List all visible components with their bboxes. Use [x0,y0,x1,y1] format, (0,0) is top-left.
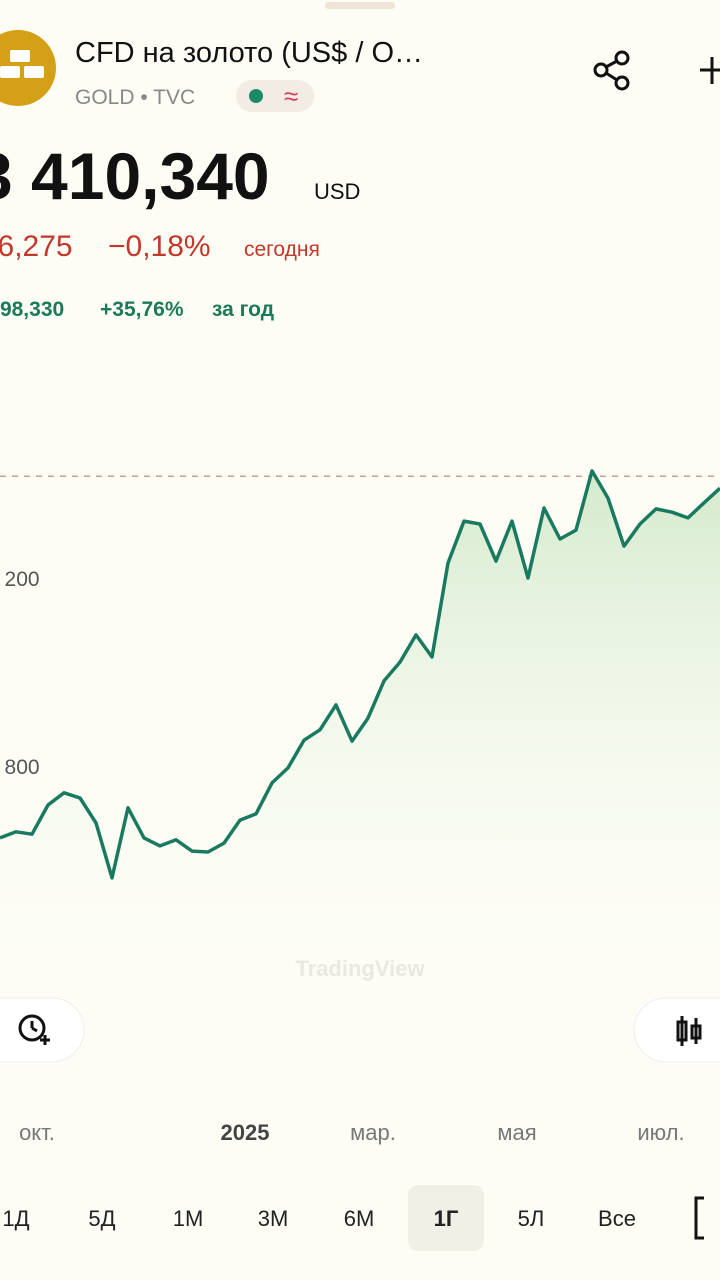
timeframe-button[interactable]: Все [598,1206,636,1231]
candles-icon [676,1016,702,1046]
x-tick-label: окт. [19,1120,55,1145]
alert-icon [18,1014,50,1045]
timeframe-button[interactable]: 6М [344,1206,375,1231]
x-tick-label: 2025 [221,1120,270,1145]
timeframe-button[interactable]: 1Д [2,1206,29,1231]
x-tick-label: мар. [350,1120,396,1145]
price: 3 410,340 [0,139,270,213]
x-tick-label: мая [497,1120,536,1145]
status-pill [236,80,314,112]
x-tick-label: июл. [637,1120,684,1145]
timeframe-button[interactable]: 1М [173,1206,204,1231]
title: CFD на золото (US$ / O… [75,37,423,69]
year-change: +898,330 [0,298,64,321]
share-button[interactable] [593,50,630,91]
timeframe-button[interactable]: 5Д [88,1206,115,1231]
market-dot [249,89,263,103]
timeframes: 1Д 5Д 1М 3М 6М 1Г 5Л Все [2,1206,636,1231]
day-change-pct: −0,18% [108,230,211,263]
drag-handle [325,2,395,9]
y-tick-label: 2 800 [0,756,40,779]
subtitle: GOLD • TVC [75,86,195,109]
add-button[interactable] [700,57,720,84]
timeframe-button[interactable]: 5Л [518,1206,545,1231]
price-line [0,469,720,880]
timeframe-button[interactable]: 1Г [434,1206,459,1231]
alert-button[interactable] [0,997,85,1063]
day-label: сегодня [244,238,320,261]
fullscreen-button[interactable] [694,1196,704,1240]
y-tick-label: 3 200 [0,568,40,591]
year-change-pct: +35,76% [100,298,184,321]
year-label: за год [212,298,274,321]
timeframe-button[interactable]: 3М [258,1206,289,1231]
currency: USD [314,179,360,204]
logo-bars [0,50,44,78]
timeframe-selected [408,1185,484,1251]
badge: ≈ [284,81,298,111]
day-change: −6,275 [0,230,73,263]
